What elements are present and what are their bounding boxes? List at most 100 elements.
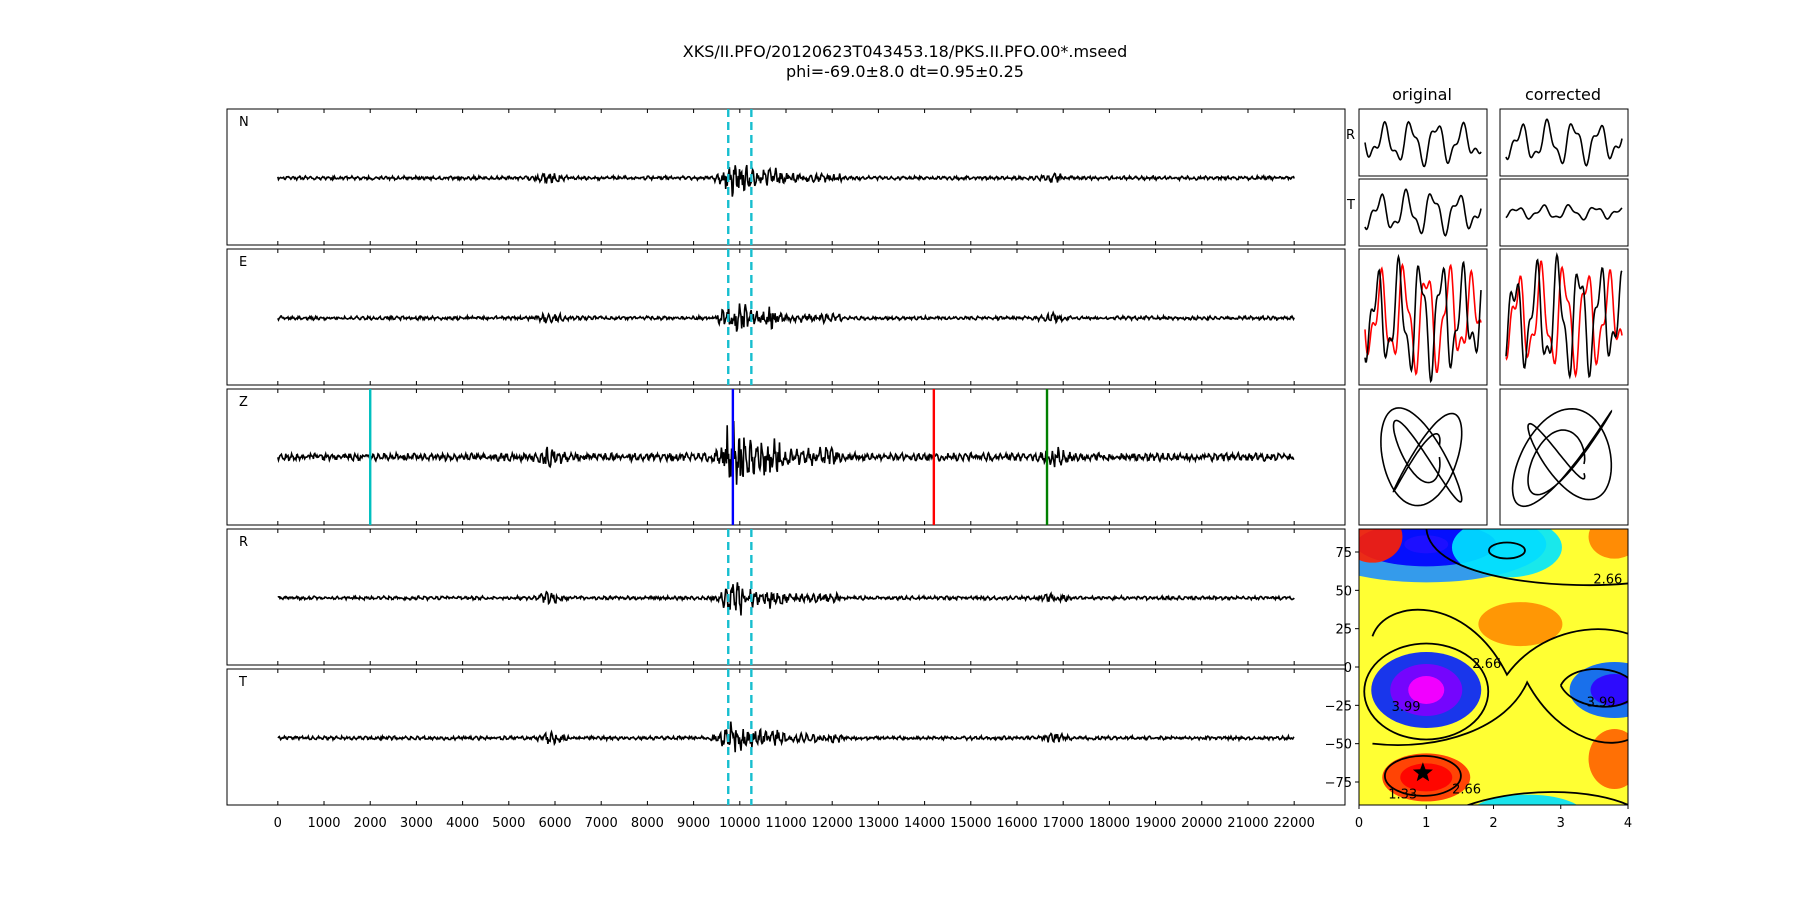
x-tick-label: 6000 [538, 816, 571, 831]
small-trace-t [1364, 188, 1482, 237]
x-tick-label: 0 [274, 816, 282, 831]
x-tick-label: 14000 [904, 816, 945, 831]
surface-x-tick-label: 3 [1557, 816, 1565, 831]
trace-panel-r: R [226, 528, 1346, 666]
trace-panel-e: E [226, 248, 1346, 386]
contour-2-66-top [1425, 529, 1628, 587]
trace-panel-t: T [226, 668, 1346, 806]
surface-blob-15 [1477, 794, 1577, 805]
contour-2-66-mid [1371, 608, 1628, 677]
surface-y-tick-label: 25 [1335, 623, 1352, 638]
trace-line-t [277, 721, 1295, 753]
x-tick-label: 13000 [858, 816, 899, 831]
surface-blob-8 [1590, 674, 1628, 706]
surface-x-tick-label: 2 [1489, 816, 1497, 831]
small-panel-frame [1358, 248, 1488, 386]
small-trace-black [1364, 253, 1482, 384]
contour-label-0: 2.66 [1593, 573, 1622, 588]
trace-panel-z: Z [226, 388, 1346, 526]
surface-blob-11 [1588, 529, 1628, 559]
contour-2-66-low [1372, 680, 1628, 746]
x-tick-label: 7000 [585, 816, 618, 831]
row-label-r: R [1346, 128, 1355, 143]
small-panel-frame [1499, 388, 1629, 526]
row-label-t: T [1346, 198, 1355, 213]
x-tick-label: 18000 [1089, 816, 1130, 831]
small-panel-0-0 [1358, 108, 1488, 177]
small-panel-1-3 [1499, 388, 1629, 526]
small-trace-r [1364, 120, 1482, 168]
x-tick-label: 12000 [812, 816, 853, 831]
figure-title: XKS/II.PFO/20120623T043453.18/PKS.II.PFO… [683, 42, 1127, 61]
particle-panels: RT [1346, 108, 1629, 526]
x-tick-label: 10000 [719, 816, 760, 831]
surface-blob-9 [1478, 602, 1563, 647]
panel-label-t: T [238, 675, 247, 690]
x-tick-label: 5000 [492, 816, 525, 831]
x-tick-label: 15000 [950, 816, 991, 831]
small-panel-frame [1499, 248, 1629, 386]
surface-y-tick-label: −75 [1325, 776, 1352, 791]
small-panel-frame [1358, 108, 1488, 177]
small-trace-red [1505, 260, 1623, 379]
small-panel-frame [1499, 178, 1629, 247]
contour-label-4: 1.33 [1388, 787, 1417, 802]
panel-label-r: R [239, 535, 248, 550]
surface-blob-3 [1451, 529, 1562, 578]
trace-line-e [277, 303, 1295, 332]
x-tick-label: 21000 [1227, 816, 1268, 831]
x-tick-label: 8000 [631, 816, 664, 831]
particle-motion [1511, 407, 1613, 508]
x-tick-label: 11000 [765, 816, 806, 831]
error-surface: 2.66 2.66 3.99 3.99 1.33 2.66 0 1 2 3 4 75 50 25 0 −25 −… [1325, 528, 1632, 831]
x-tick-label: 1000 [307, 816, 340, 831]
surface-y-tick-label: 50 [1335, 584, 1352, 599]
small-trace-black [1505, 252, 1623, 380]
x-tick-label: 17000 [1043, 816, 1084, 831]
contour-3-99-left [1363, 642, 1490, 741]
surface-blob-12 [1588, 729, 1628, 789]
surface-y-tick-label: 75 [1335, 546, 1352, 561]
panel-label-n: N [239, 115, 249, 130]
surface-blob-2 [1404, 535, 1449, 554]
trace-line-z [277, 420, 1295, 485]
trace-line-n [277, 164, 1295, 197]
small-trace-red [1364, 262, 1482, 377]
contour-1-33 [1383, 754, 1462, 797]
surface-blob-10 [1359, 529, 1403, 563]
small-panel-1-1 [1499, 178, 1629, 247]
contours [1363, 529, 1628, 805]
x-tick-label: 22000 [1274, 816, 1315, 831]
col-title-corrected: corrected [1525, 85, 1601, 104]
best-fit-star [1412, 762, 1433, 782]
small-panel-0-2 [1358, 248, 1488, 386]
surface-x-tick-label: 1 [1422, 816, 1430, 831]
surface-y-tick-label: −50 [1325, 738, 1352, 753]
small-panel-0-3 [1358, 388, 1488, 526]
contour-2-66-bottom [1465, 791, 1628, 805]
contour-label-2: 3.99 [1392, 700, 1421, 715]
surface-y-tick-label: −25 [1325, 699, 1352, 714]
trace-panels: N E Z R T 0 1000 2000 3000 4000 5000 6000 7000 8000 90… [226, 108, 1346, 831]
contour-label-3: 3.99 [1587, 695, 1616, 710]
small-panel-frame [1358, 178, 1488, 247]
contour-3-99-right [1559, 668, 1628, 708]
surface-y-tick-label: 0 [1344, 661, 1352, 676]
surface-x-tick-label: 4 [1624, 816, 1632, 831]
small-panel-1-0 [1499, 108, 1629, 177]
x-tick-label: 20000 [1181, 816, 1222, 831]
panel-label-z: Z [239, 395, 248, 410]
small-trace-r [1505, 118, 1623, 167]
small-panel-frame [1358, 388, 1488, 526]
x-tick-label: 9000 [677, 816, 710, 831]
contour-label-5: 2.66 [1452, 783, 1481, 798]
trace-line-r [277, 582, 1295, 616]
figure-subtitle: phi=-69.0±8.0 dt=0.95±0.25 [786, 62, 1024, 81]
small-panel-0-1 [1358, 178, 1488, 247]
panel-label-e: E [239, 255, 247, 270]
x-tick-label: 2000 [354, 816, 387, 831]
small-panel-1-2 [1499, 248, 1629, 386]
x-tick-label: 3000 [400, 816, 433, 831]
surface-blob-6 [1408, 676, 1445, 704]
